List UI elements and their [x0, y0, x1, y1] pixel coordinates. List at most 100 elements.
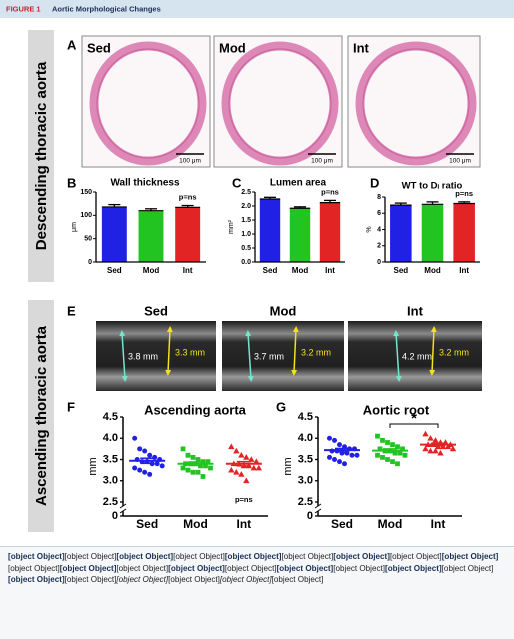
ascending-label: 3.2 mm	[301, 347, 331, 357]
point	[390, 442, 395, 448]
caption-run: [object Object]	[224, 552, 282, 561]
y-tick-label: 50	[84, 236, 92, 243]
ascending-label: 3.3 mm	[175, 347, 205, 357]
caption-run: [object Object]	[441, 563, 494, 573]
micrograph	[81, 35, 211, 168]
point	[422, 430, 429, 437]
annotation: p=ns	[235, 495, 253, 504]
point	[337, 442, 342, 448]
panel-letter: B	[67, 175, 76, 190]
caption-run: [object Object]	[8, 563, 60, 573]
caption-run: [object Object]	[224, 563, 277, 573]
point	[200, 474, 206, 479]
point	[432, 437, 439, 443]
x-tick-label: Sed	[136, 517, 158, 531]
bar	[138, 210, 164, 262]
y-tick-label: 0.5	[241, 245, 251, 252]
point	[332, 437, 337, 443]
echo-label: Mod	[270, 303, 297, 318]
ascending-arrow	[291, 326, 299, 376]
annotation: p=ns	[179, 193, 197, 202]
caption: [object Object][object Object][object Ob…	[0, 546, 514, 639]
y-tick-label: 2	[377, 243, 381, 250]
echo-image	[222, 321, 344, 391]
caption-run: [object Object]	[333, 563, 386, 573]
x-tick-label: Int	[325, 266, 335, 275]
figure-number: FIGURE 1	[6, 4, 41, 13]
aorta-wall-inner	[362, 48, 470, 159]
ascending-label: 3.2 mm	[439, 347, 469, 357]
root-arrow	[119, 330, 128, 382]
y-tick-label: 0	[377, 259, 381, 266]
point	[395, 444, 400, 450]
x-tick-label: Int	[183, 266, 193, 275]
axis-break	[119, 508, 127, 514]
ascending-arrow	[165, 326, 173, 376]
micrograph	[213, 35, 343, 168]
y-tick-label: 4.5	[103, 411, 118, 423]
panel-letter: A	[67, 37, 77, 52]
point	[238, 452, 245, 458]
ascending-arrow	[429, 326, 437, 376]
aorta-wall	[221, 41, 339, 166]
caption-run: [object Object]	[64, 575, 117, 585]
y-tick-label: 2.5	[298, 496, 313, 508]
point	[253, 458, 260, 465]
section-box	[28, 300, 54, 532]
caption-run: [object Object]	[385, 563, 442, 573]
bar	[175, 207, 201, 262]
point	[200, 459, 206, 465]
point	[152, 454, 158, 460]
y-tick-label: 6	[377, 210, 381, 217]
chart-title: WT to Dₗ ratio	[402, 181, 463, 192]
point	[444, 443, 452, 450]
point	[449, 445, 457, 452]
chart-title: Lumen area	[270, 178, 327, 189]
x-tick-label: Int	[431, 517, 446, 531]
section-box	[28, 30, 54, 282]
y-tick-label: 8	[377, 194, 381, 201]
point	[205, 459, 211, 465]
figure: FIGURE 1 Aortic Morphological Changes De…	[0, 0, 514, 532]
caption-run: [object Object]	[64, 552, 117, 561]
point	[154, 461, 160, 467]
x-tick-label: Int	[459, 266, 469, 275]
section-label: Ascending thoracic aorta	[33, 325, 50, 506]
caption-run: [object Object]	[281, 552, 334, 561]
point	[159, 463, 165, 469]
point	[349, 452, 355, 458]
point	[427, 447, 434, 454]
echo-label: Sed	[144, 303, 168, 318]
chart-title: Aortic root	[363, 402, 430, 417]
point	[243, 477, 250, 484]
x-tick-label: Sed	[393, 266, 408, 275]
caption-run: [object Object]	[116, 552, 174, 561]
x-tick-label: Sed	[107, 266, 122, 275]
point	[132, 465, 138, 471]
y-tick-label: 3.5	[298, 453, 313, 465]
y-tick-label: 3.0	[103, 475, 118, 487]
point	[385, 457, 390, 462]
annotation: p=ns	[321, 187, 339, 196]
scale-label: 100 μm	[179, 158, 201, 165]
point	[250, 464, 258, 471]
point	[190, 469, 196, 475]
point	[327, 454, 332, 460]
root-arrow	[393, 330, 402, 382]
x-tick-label: Mod	[292, 266, 309, 275]
axis-break	[314, 503, 322, 509]
y-tick-label: 100	[80, 212, 92, 219]
y-tick-label: 0	[307, 510, 313, 522]
caption-run: [object Object]	[8, 575, 65, 585]
chart-title: Wall thickness	[110, 178, 180, 189]
bar	[390, 205, 412, 262]
bar	[319, 202, 341, 262]
caption-run: [object Object]	[173, 552, 225, 561]
axis-break	[119, 503, 127, 509]
point	[147, 471, 153, 477]
micrograph	[347, 35, 481, 168]
point	[390, 459, 395, 465]
point	[208, 465, 213, 471]
point	[142, 469, 148, 475]
